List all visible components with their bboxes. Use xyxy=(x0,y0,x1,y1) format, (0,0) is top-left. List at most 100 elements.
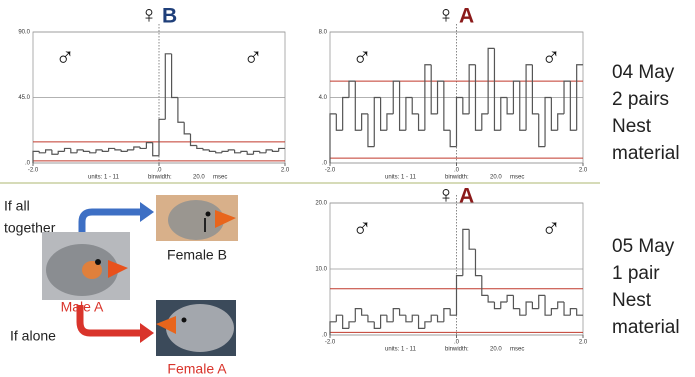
label: together xyxy=(4,220,56,236)
chart-title: B xyxy=(162,5,177,28)
y-tick-label: 4.0 xyxy=(319,95,328,101)
bin xyxy=(32,150,40,163)
bin xyxy=(493,302,501,310)
bin xyxy=(114,148,122,151)
bin xyxy=(89,151,96,154)
bin xyxy=(455,96,463,147)
note: 1 pair xyxy=(612,263,660,284)
bin xyxy=(82,149,90,152)
bin xyxy=(259,151,267,154)
bin xyxy=(158,118,166,156)
bin xyxy=(398,81,406,131)
footer-label: binwidth: xyxy=(445,347,469,353)
note: 2 pairs xyxy=(612,89,669,110)
bin xyxy=(95,149,103,153)
bin xyxy=(108,147,115,152)
note: material xyxy=(612,143,680,164)
female-b-bird xyxy=(156,195,238,241)
footer-label: units: 1 - 11 xyxy=(385,347,417,353)
bin xyxy=(227,149,235,152)
bin xyxy=(417,315,425,329)
bin xyxy=(455,275,463,316)
note: material xyxy=(612,317,680,338)
bin xyxy=(373,321,381,329)
bin xyxy=(550,97,558,131)
annotation: ♂ xyxy=(352,213,372,243)
bin xyxy=(367,315,375,323)
bin xyxy=(512,80,520,114)
footer-label: units: 1 - 11 xyxy=(88,175,120,181)
x-tick-label: -2.0 xyxy=(28,168,39,174)
chart-title: A xyxy=(459,5,474,28)
bin xyxy=(392,80,400,114)
note: 05 May xyxy=(612,236,675,257)
bin xyxy=(342,315,349,329)
bin xyxy=(329,321,337,335)
bin xyxy=(557,301,565,309)
bin xyxy=(474,249,482,277)
bin xyxy=(474,64,482,131)
bin xyxy=(449,130,457,148)
bin xyxy=(101,149,109,152)
bin xyxy=(468,229,476,250)
bin xyxy=(342,96,349,131)
bin xyxy=(392,308,400,322)
bin xyxy=(563,302,571,316)
footer-label: binwidth: xyxy=(445,175,469,181)
bin xyxy=(443,308,451,322)
bin xyxy=(133,146,141,150)
y-tick-label: .0 xyxy=(322,333,328,339)
bin xyxy=(576,308,583,316)
bin xyxy=(544,295,552,316)
y-tick-label: 10.0 xyxy=(315,267,327,273)
footer-label: msec xyxy=(510,175,524,181)
x-tick-label: .0 xyxy=(156,168,162,174)
bin xyxy=(246,151,254,155)
arrow xyxy=(76,305,142,337)
x-tick-label: 2.0 xyxy=(579,340,588,346)
bin xyxy=(271,149,279,152)
arrow xyxy=(78,208,142,238)
label: Female A xyxy=(167,361,227,377)
bin xyxy=(354,81,362,131)
bin xyxy=(519,308,527,316)
female-a-bird xyxy=(156,300,236,356)
bin xyxy=(443,81,451,131)
bin xyxy=(164,53,172,120)
bin xyxy=(208,149,216,152)
bin xyxy=(563,80,571,114)
note: Nest xyxy=(612,290,652,311)
note: 04 May xyxy=(612,62,675,83)
annotation: ♂ xyxy=(541,213,561,243)
bin xyxy=(525,301,533,316)
bin xyxy=(569,81,577,131)
bin xyxy=(506,97,514,115)
bin xyxy=(38,151,46,154)
bin xyxy=(424,321,432,329)
x-tick-label: 2.0 xyxy=(579,168,588,174)
bin xyxy=(335,113,343,131)
bin xyxy=(430,314,438,322)
note: Nest xyxy=(612,116,652,137)
bin xyxy=(373,96,381,147)
bin xyxy=(531,302,539,310)
x-tick-label: -2.0 xyxy=(325,168,336,174)
title-symbol: ♀ xyxy=(437,1,455,28)
bin xyxy=(386,315,394,323)
title-symbol: ♀ xyxy=(140,1,158,28)
bin xyxy=(430,64,438,115)
footer-label: units: 1 - 11 xyxy=(385,175,417,181)
bin xyxy=(70,148,78,154)
bin xyxy=(500,301,508,309)
annotation: ♂ xyxy=(55,42,75,72)
bin xyxy=(380,314,387,329)
bin xyxy=(481,113,489,131)
footer-label: 20.0 xyxy=(490,175,502,181)
male-bird xyxy=(42,232,130,300)
arrow-head xyxy=(140,202,154,222)
label: If all xyxy=(4,198,30,214)
footer-label: binwidth: xyxy=(148,175,172,181)
bin xyxy=(386,113,394,131)
annotation: ♂ xyxy=(243,42,263,72)
